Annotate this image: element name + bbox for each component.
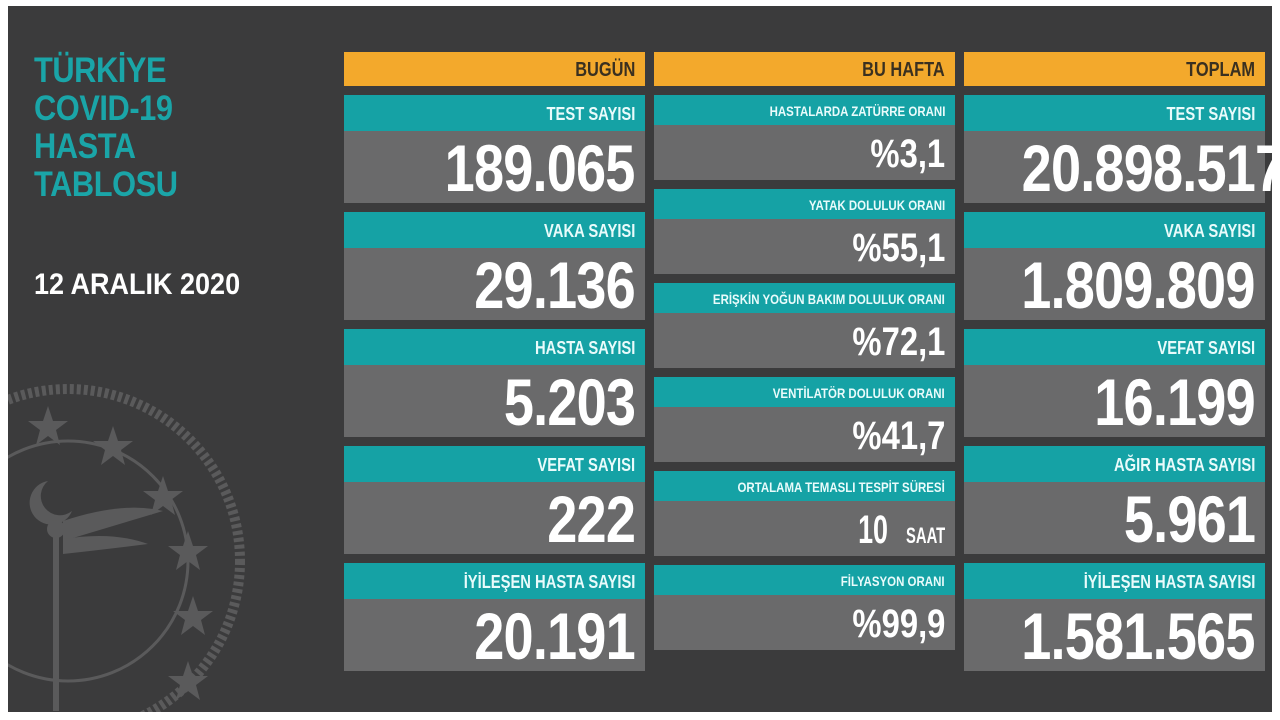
card-value: %41,7: [654, 407, 955, 462]
report-date: 12 ARALIK 2020: [34, 268, 241, 301]
total-death-card: VEFAT SAYISI 16.199: [964, 329, 1265, 439]
card-value: %55,1: [654, 219, 955, 274]
card-value: 29.136: [344, 248, 645, 322]
today-recovered-card: İYİLEŞEN HASTA SAYISI 20.191: [344, 563, 645, 673]
card-label: YATAK DOLULUK ORANI: [654, 189, 955, 219]
card-label: AĞIR HASTA SAYISI: [964, 446, 1265, 482]
page-title: TÜRKİYE COVID-19 HASTA TABLOSU: [34, 51, 178, 204]
card-label: VAKA SAYISI: [964, 212, 1265, 248]
total-recovered-card: İYİLEŞEN HASTA SAYISI 1.581.565: [964, 563, 1265, 673]
icu-occupancy-card: ERİŞKİN YOĞUN BAKIM DOLULUK ORANI %72,1: [654, 283, 955, 368]
bed-occupancy-card: YATAK DOLULUK ORANI %55,1: [654, 189, 955, 274]
card-value: %99,9: [654, 595, 955, 650]
card-label: ERİŞKİN YOĞUN BAKIM DOLULUK ORANI: [654, 283, 955, 313]
card-label: FİLYASYON ORANI: [654, 565, 955, 595]
total-column: TOPLAM TEST SAYISI 20.898.517 VAKA SAYIS…: [964, 52, 1272, 680]
this-week-heading: BU HAFTA: [654, 52, 955, 86]
card-value: 20.191: [344, 599, 645, 673]
title-line: TABLOSU: [34, 165, 178, 204]
ventilator-occupancy-card: VENTİLATÖR DOLULUK ORANI %41,7: [654, 377, 955, 462]
card-value: 1.809.809: [964, 248, 1265, 322]
card-label: VEFAT SAYISI: [964, 329, 1265, 365]
title-line: TÜRKİYE: [34, 51, 167, 90]
today-case-card: VAKA SAYISI 29.136: [344, 212, 645, 322]
card-label: HASTA SAYISI: [344, 329, 645, 365]
covid-table-panel: TÜRKİYE COVID-19 HASTA TABLOSU 12 ARALIK…: [8, 6, 1272, 712]
card-label: TEST SAYISI: [964, 95, 1265, 131]
title-line: HASTA: [34, 127, 136, 166]
today-heading: BUGÜN: [344, 52, 645, 86]
contact-tracing-time-card: ORTALAMA TEMASLI TESPİT SÜRESİ 10 SAAT: [654, 471, 955, 556]
card-value: %3,1: [654, 125, 955, 180]
card-value: %72,1: [654, 313, 955, 368]
today-test-card: TEST SAYISI 189.065: [344, 95, 645, 205]
card-value: 189.065: [344, 131, 645, 205]
card-value: 222: [344, 482, 645, 556]
this-week-column: BU HAFTA HASTALARDA ZATÜRRE ORANI %3,1 Y…: [654, 52, 955, 659]
pneumonia-rate-card: HASTALARDA ZATÜRRE ORANI %3,1: [654, 95, 955, 180]
card-label: ORTALAMA TEMASLI TESPİT SÜRESİ: [654, 471, 955, 501]
card-value: 20.898.517: [964, 131, 1272, 205]
filiation-rate-card: FİLYASYON ORANI %99,9: [654, 565, 955, 650]
total-case-card: VAKA SAYISI 1.809.809: [964, 212, 1265, 322]
total-test-card: TEST SAYISI 20.898.517: [964, 95, 1272, 205]
total-severe-card: AĞIR HASTA SAYISI 5.961: [964, 446, 1265, 556]
ministry-of-health-emblem-icon: [8, 384, 245, 712]
card-label: İYİLEŞEN HASTA SAYISI: [964, 563, 1265, 599]
card-label: HASTALARDA ZATÜRRE ORANI: [654, 95, 955, 125]
card-value: 10 SAAT: [654, 501, 955, 556]
card-label: İYİLEŞEN HASTA SAYISI: [344, 563, 645, 599]
card-value: 5.203: [344, 365, 645, 439]
title-line: COVID-19: [34, 89, 173, 128]
card-label: VENTİLATÖR DOLULUK ORANI: [654, 377, 955, 407]
today-death-card: VEFAT SAYISI 222: [344, 446, 645, 556]
card-label: VAKA SAYISI: [344, 212, 645, 248]
card-value: 16.199: [964, 365, 1265, 439]
card-value: 1.581.565: [964, 599, 1265, 673]
total-heading: TOPLAM: [964, 52, 1265, 86]
today-column: BUGÜN TEST SAYISI 189.065 VAKA SAYISI 29…: [344, 52, 645, 680]
card-value: 5.961: [964, 482, 1265, 556]
unit-label: SAAT: [905, 523, 945, 548]
today-patient-card: HASTA SAYISI 5.203: [344, 329, 645, 439]
card-label: TEST SAYISI: [344, 95, 645, 131]
card-label: VEFAT SAYISI: [344, 446, 645, 482]
